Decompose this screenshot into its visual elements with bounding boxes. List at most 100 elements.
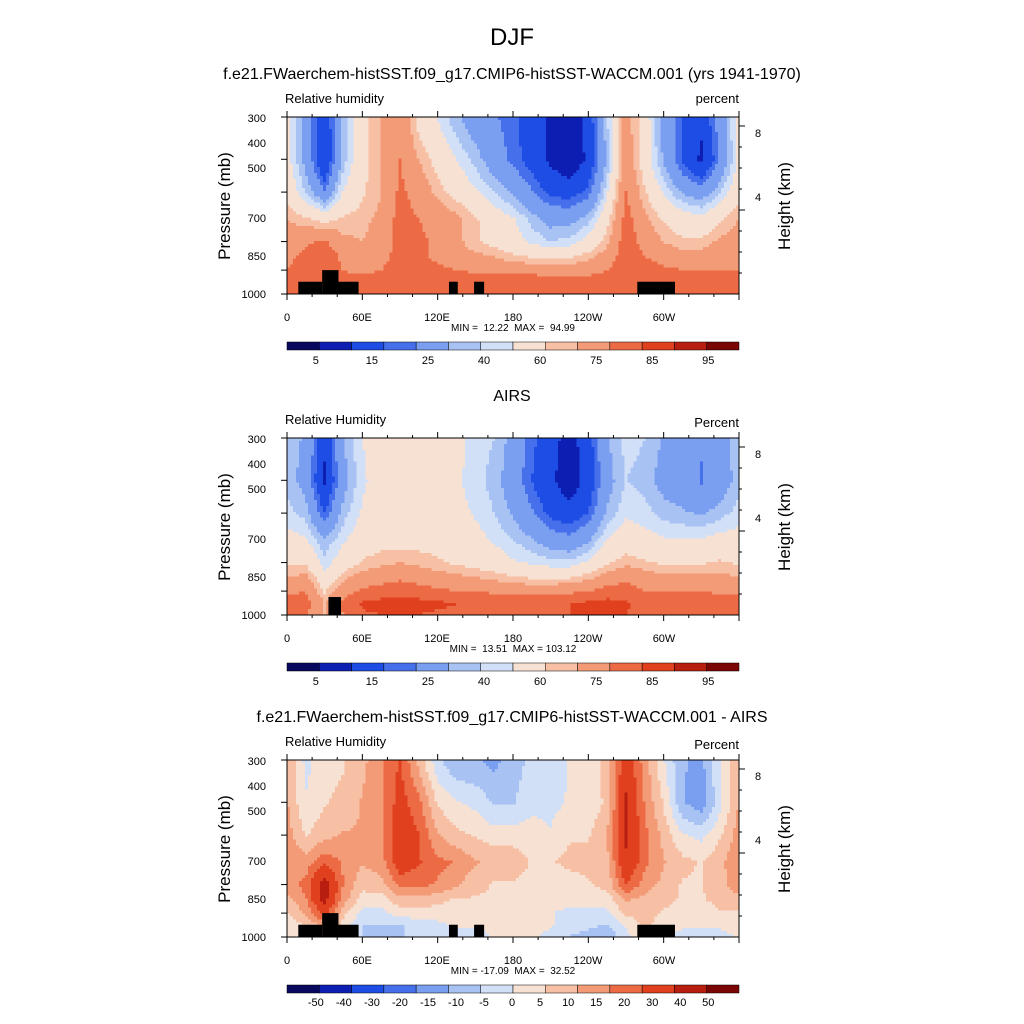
y-tick-label: 1000: [242, 610, 266, 622]
colorbar-label: 60: [534, 676, 546, 688]
colorbar-label: -50: [308, 997, 324, 1009]
y-tick-label: 1000: [242, 932, 266, 944]
colorbar: [287, 663, 739, 671]
x-tick-label: 0: [284, 955, 290, 967]
topography-mask: [338, 925, 358, 937]
season-title: DJF: [490, 24, 534, 51]
x-tick-label: 120E: [424, 312, 450, 324]
x-tick-label: 60E: [352, 312, 372, 324]
topography-mask: [449, 925, 458, 937]
colorbar-swatch: [319, 985, 351, 993]
y-axis-right-label: Height (km): [775, 162, 794, 250]
topography-mask: [637, 282, 675, 294]
colorbar-swatch: [610, 985, 642, 993]
colorbar-label: 5: [313, 355, 319, 367]
topography-mask: [449, 282, 458, 294]
x-tick-label: 120W: [574, 955, 603, 967]
topography-mask: [322, 270, 338, 294]
topography-mask: [474, 925, 484, 937]
y-axis-label: Pressure (mb): [215, 473, 234, 581]
colorbar-label: -5: [479, 997, 489, 1009]
colorbar-swatch: [352, 663, 384, 671]
y-axis-right-label: Height (km): [775, 483, 794, 571]
y-tick-label: 700: [248, 856, 266, 868]
colorbar-swatch: [642, 663, 674, 671]
y-tick-label: 500: [248, 806, 266, 818]
y-tick-label: 400: [248, 781, 266, 793]
colorbar-label: 15: [366, 355, 378, 367]
colorbar-swatch: [642, 985, 674, 993]
min-max-label: MIN = 12.22 MAX = 94.99: [451, 323, 575, 334]
topography-mask: [298, 282, 322, 294]
y-tick-label: 500: [248, 163, 266, 175]
y-axis-right-label: Height (km): [775, 805, 794, 893]
colorbar-label: -10: [448, 997, 464, 1009]
y-axis-label: Pressure (mb): [215, 152, 234, 260]
y-tick-label: 700: [248, 213, 266, 225]
colorbar-swatch: [545, 663, 577, 671]
colorbar-label: 25: [422, 355, 434, 367]
y-right-tick-label: 4: [755, 192, 761, 204]
x-tick-label: 0: [284, 312, 290, 324]
colorbar-swatch: [707, 985, 739, 993]
x-tick-label: 60W: [653, 955, 676, 967]
colorbar-swatch: [448, 985, 480, 993]
colorbar-swatch: [416, 663, 448, 671]
colorbar-label: 95: [702, 355, 714, 367]
y-tick-label: 300: [248, 756, 266, 768]
colorbar-swatch: [384, 342, 416, 350]
colorbar-swatch: [545, 342, 577, 350]
colorbar-swatch: [610, 663, 642, 671]
colorbar-swatch: [287, 985, 319, 993]
colorbar-label: 85: [646, 355, 658, 367]
colorbar-swatch: [578, 663, 610, 671]
panel-title: f.e21.FWaerchem-histSST.f09_g17.CMIP6-hi…: [223, 66, 801, 83]
x-tick-label: 60W: [653, 312, 676, 324]
colorbar-swatch: [319, 663, 351, 671]
y-axis-label: Pressure (mb): [215, 795, 234, 903]
topography-mask: [298, 925, 322, 937]
colorbar-swatch: [352, 342, 384, 350]
colorbar-label: 20: [618, 997, 630, 1009]
colorbar-label: 5: [313, 676, 319, 688]
colorbar-swatch: [384, 663, 416, 671]
colorbar-swatch: [513, 342, 545, 350]
colorbar: [287, 342, 739, 350]
y-tick-label: 700: [248, 534, 266, 546]
colorbar-label: 85: [646, 676, 658, 688]
topography-mask: [322, 913, 338, 937]
colorbar-label: 95: [702, 676, 714, 688]
y-tick-label: 850: [248, 894, 266, 906]
colorbar-label: 30: [646, 997, 658, 1009]
x-tick-label: 60E: [352, 955, 372, 967]
colorbar-swatch: [416, 985, 448, 993]
variable-label: Relative Humidity: [285, 734, 387, 749]
topography-mask: [474, 282, 484, 294]
colorbar-label: 50: [702, 997, 714, 1009]
contour-field: [287, 760, 740, 938]
topography-mask: [328, 597, 341, 615]
y-tick-label: 850: [248, 251, 266, 263]
colorbar-label: 40: [478, 355, 490, 367]
colorbar-swatch: [352, 985, 384, 993]
variable-label: Relative humidity: [285, 91, 384, 106]
colorbar-label: 15: [590, 997, 602, 1009]
colorbar-swatch: [481, 342, 513, 350]
plot-area: [281, 111, 745, 300]
y-right-tick-label: 8: [755, 449, 761, 461]
topography-mask: [338, 282, 358, 294]
colorbar-label: -40: [336, 997, 352, 1009]
colorbar-swatch: [545, 985, 577, 993]
variable-label: Relative Humidity: [285, 412, 387, 427]
y-right-tick-label: 8: [755, 771, 761, 783]
colorbar-swatch: [319, 342, 351, 350]
colorbar-swatch: [578, 985, 610, 993]
colorbar-label: 10: [562, 997, 574, 1009]
min-max-label: MIN = 13.51 MAX = 103.12: [450, 644, 577, 655]
colorbar-swatch: [610, 342, 642, 350]
x-tick-label: 120E: [424, 955, 450, 967]
y-right-tick-label: 4: [755, 513, 761, 525]
y-tick-label: 1000: [242, 289, 266, 301]
contour-field: [287, 117, 740, 295]
